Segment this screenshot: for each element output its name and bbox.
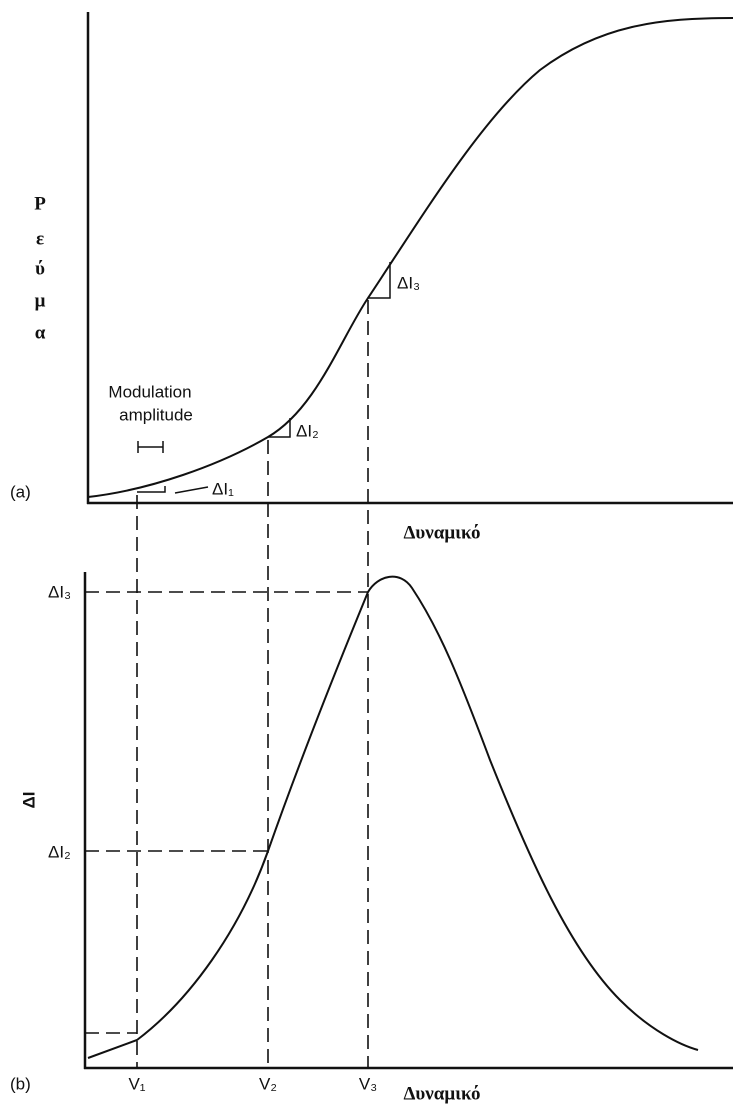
x-mark-label: V₁ xyxy=(128,1074,145,1093)
y-label-letter: μ xyxy=(35,290,46,311)
y-label-letter: ύ xyxy=(35,258,45,279)
step-label: ΔI₃ xyxy=(397,273,420,292)
y-label-letter: ε xyxy=(36,228,44,249)
y-label-letter: α xyxy=(35,322,46,343)
annotation: Modulation xyxy=(108,382,191,401)
level-lines xyxy=(85,591,368,1034)
y-mark-label: ΔI₂ xyxy=(48,842,71,861)
projection-lines xyxy=(136,300,369,1068)
modulation-marker xyxy=(137,441,209,494)
current-curve xyxy=(87,17,733,498)
y-label: ΔI xyxy=(19,792,38,809)
y-mark-label: ΔI₃ xyxy=(48,582,71,601)
x-mark-label: V₂ xyxy=(259,1074,277,1093)
x-label: Δυναμικό xyxy=(403,1083,480,1104)
step-label: ΔI₂ xyxy=(296,421,319,440)
panel-b: ΔI₃ ΔI₂ ΔI V₁ V₂ V₃ (b) Δυναμικό xyxy=(10,572,733,1104)
step-triangles xyxy=(137,262,391,493)
derivative-curve xyxy=(87,575,699,1059)
annotation: amplitude xyxy=(119,405,193,424)
y-label-letter: Ρ xyxy=(34,193,46,214)
step-label: ΔI₁ xyxy=(212,479,234,498)
panel-tag: (b) xyxy=(10,1074,31,1093)
panel-tag: (a) xyxy=(10,482,31,501)
x-label: Δυναμικό xyxy=(403,522,480,543)
panel-a: (a) Ρ ε ύ μ α Modulation amplitude ΔI₁ Δ… xyxy=(10,12,733,543)
x-mark-label: V₃ xyxy=(359,1074,377,1093)
